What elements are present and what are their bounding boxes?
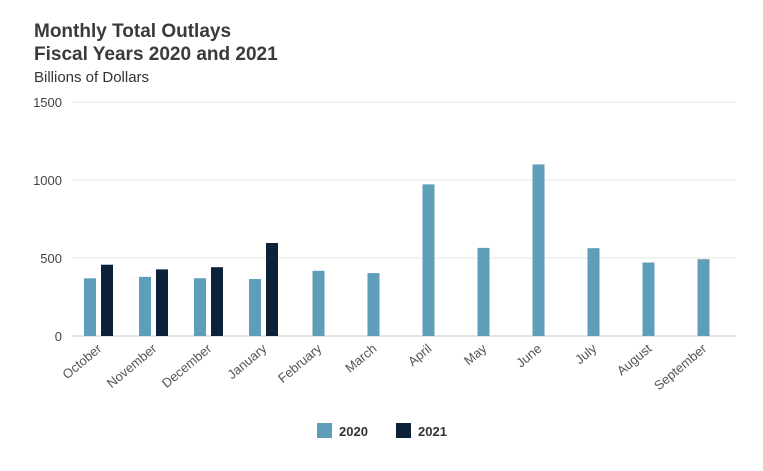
bar-2020-october xyxy=(84,278,96,336)
bar-2020-july xyxy=(587,248,600,336)
x-tick-label-july: July xyxy=(572,340,600,367)
bar-2020-december xyxy=(194,278,206,336)
chart-title-line2: Fiscal Years 2020 and 2021 xyxy=(34,44,278,65)
bar-2020-november xyxy=(139,276,151,336)
bar-2020-april xyxy=(422,184,435,336)
x-tick-label-april: April xyxy=(405,341,435,369)
y-tick-label: 1000 xyxy=(33,173,62,188)
x-tick-label-march: March xyxy=(342,341,379,376)
chart-title-line1: Monthly Total Outlays xyxy=(34,21,232,42)
y-tick-label: 1500 xyxy=(33,95,62,110)
legend-swatch-2021 xyxy=(396,423,411,438)
x-tick-label-october: October xyxy=(59,340,105,382)
chart-title: Monthly Total Outlays Fiscal Years 2020 … xyxy=(34,20,278,66)
legend-swatch-2020 xyxy=(317,423,332,438)
legend-label-2020: 2020 xyxy=(339,424,368,439)
bar-2020-february xyxy=(312,270,325,336)
x-tick-label-november: November xyxy=(104,340,160,390)
bar-2021-november xyxy=(156,269,168,336)
x-tick-label-january: January xyxy=(224,340,269,382)
x-tick-label-september: September xyxy=(651,340,710,393)
legend-label-2021: 2021 xyxy=(418,424,447,439)
y-tick-label: 0 xyxy=(55,329,62,344)
x-tick-label-may: May xyxy=(461,340,490,368)
bar-2020-january xyxy=(249,279,261,336)
bar-2021-october xyxy=(101,264,113,336)
x-tick-label-august: August xyxy=(614,341,655,379)
x-tick-label-june: June xyxy=(513,341,544,371)
bar-2020-march xyxy=(367,273,380,336)
bar-2020-may xyxy=(477,247,490,336)
x-tick-label-february: February xyxy=(275,340,325,385)
x-tick-label-december: December xyxy=(159,340,215,390)
y-tick-label: 500 xyxy=(40,251,62,266)
bar-2020-june xyxy=(532,164,545,336)
bar-2021-january xyxy=(266,243,278,336)
bar-2020-august xyxy=(642,262,655,336)
y-axis-unit-label: Billions of Dollars xyxy=(34,69,150,86)
bar-2020-september xyxy=(697,259,710,336)
bar-2021-december xyxy=(211,267,223,336)
